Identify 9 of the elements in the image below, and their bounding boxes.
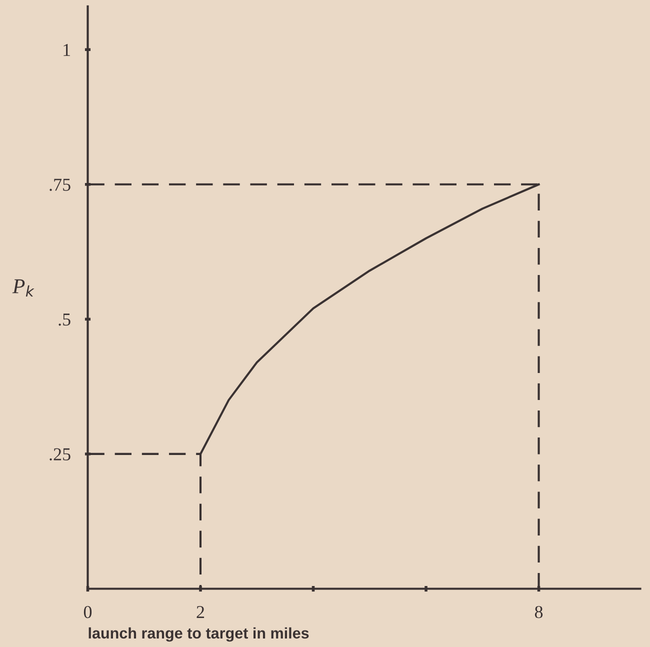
y-tick-label: .25 bbox=[50, 448, 70, 460]
x-tick-label: 2 bbox=[196, 606, 204, 618]
y-tick-label: .75 bbox=[50, 178, 70, 191]
x-tick-label: 0 bbox=[84, 606, 92, 618]
y-axis-title: P$_{k}$ bbox=[12, 279, 34, 296]
x-axis-title: launch range to target in miles bbox=[88, 627, 309, 642]
y-tick-label: 1 bbox=[64, 44, 70, 56]
x-tick-label: 8 bbox=[534, 606, 543, 618]
y-tick-label: .5 bbox=[58, 314, 70, 326]
